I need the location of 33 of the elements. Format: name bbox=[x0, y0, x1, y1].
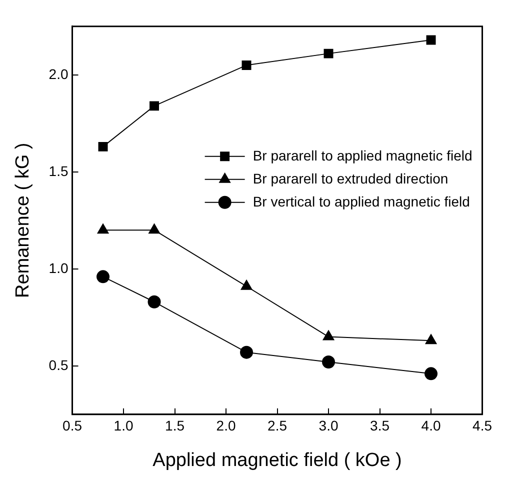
legend-label: Br pararell to extruded direction bbox=[252, 170, 448, 186]
legend-label: Br pararell to applied magnetic field bbox=[252, 147, 472, 164]
y-axis-title: Remanence ( kG ) bbox=[12, 142, 34, 298]
point bbox=[97, 224, 109, 234]
point bbox=[96, 270, 110, 284]
point bbox=[426, 35, 436, 45]
point bbox=[425, 334, 437, 344]
x-tick-label: 1.5 bbox=[165, 418, 185, 434]
y-tick-label: 2.0 bbox=[48, 66, 68, 82]
x-tick-label: 4.5 bbox=[472, 418, 492, 434]
point bbox=[240, 280, 252, 290]
x-tick-label: 2.0 bbox=[216, 418, 236, 434]
point bbox=[150, 101, 160, 111]
point bbox=[98, 142, 108, 152]
y-tick-label: 1.5 bbox=[48, 162, 68, 179]
point bbox=[242, 60, 252, 70]
x-tick-label: 1.0 bbox=[114, 418, 134, 434]
legend-label: Br vertical to applied magnetic field bbox=[252, 193, 470, 210]
point bbox=[148, 295, 161, 308]
x-tick-label: 4.0 bbox=[421, 418, 441, 434]
x-axis-title: Applied magnetic field ( kOe ) bbox=[152, 450, 402, 471]
x-tick-label: 2.5 bbox=[268, 418, 288, 434]
y-tick-label: 0.5 bbox=[48, 356, 68, 373]
y-tick-label: 1.0 bbox=[48, 260, 68, 276]
x-tick-label: 3.0 bbox=[318, 418, 338, 434]
x-tick-label: 0.5 bbox=[62, 418, 82, 434]
point bbox=[148, 224, 160, 234]
point bbox=[324, 48, 334, 58]
x-tick-label: 3.5 bbox=[370, 418, 390, 434]
point bbox=[424, 367, 438, 380]
point bbox=[322, 356, 336, 369]
point bbox=[240, 346, 254, 359]
point bbox=[322, 330, 334, 340]
